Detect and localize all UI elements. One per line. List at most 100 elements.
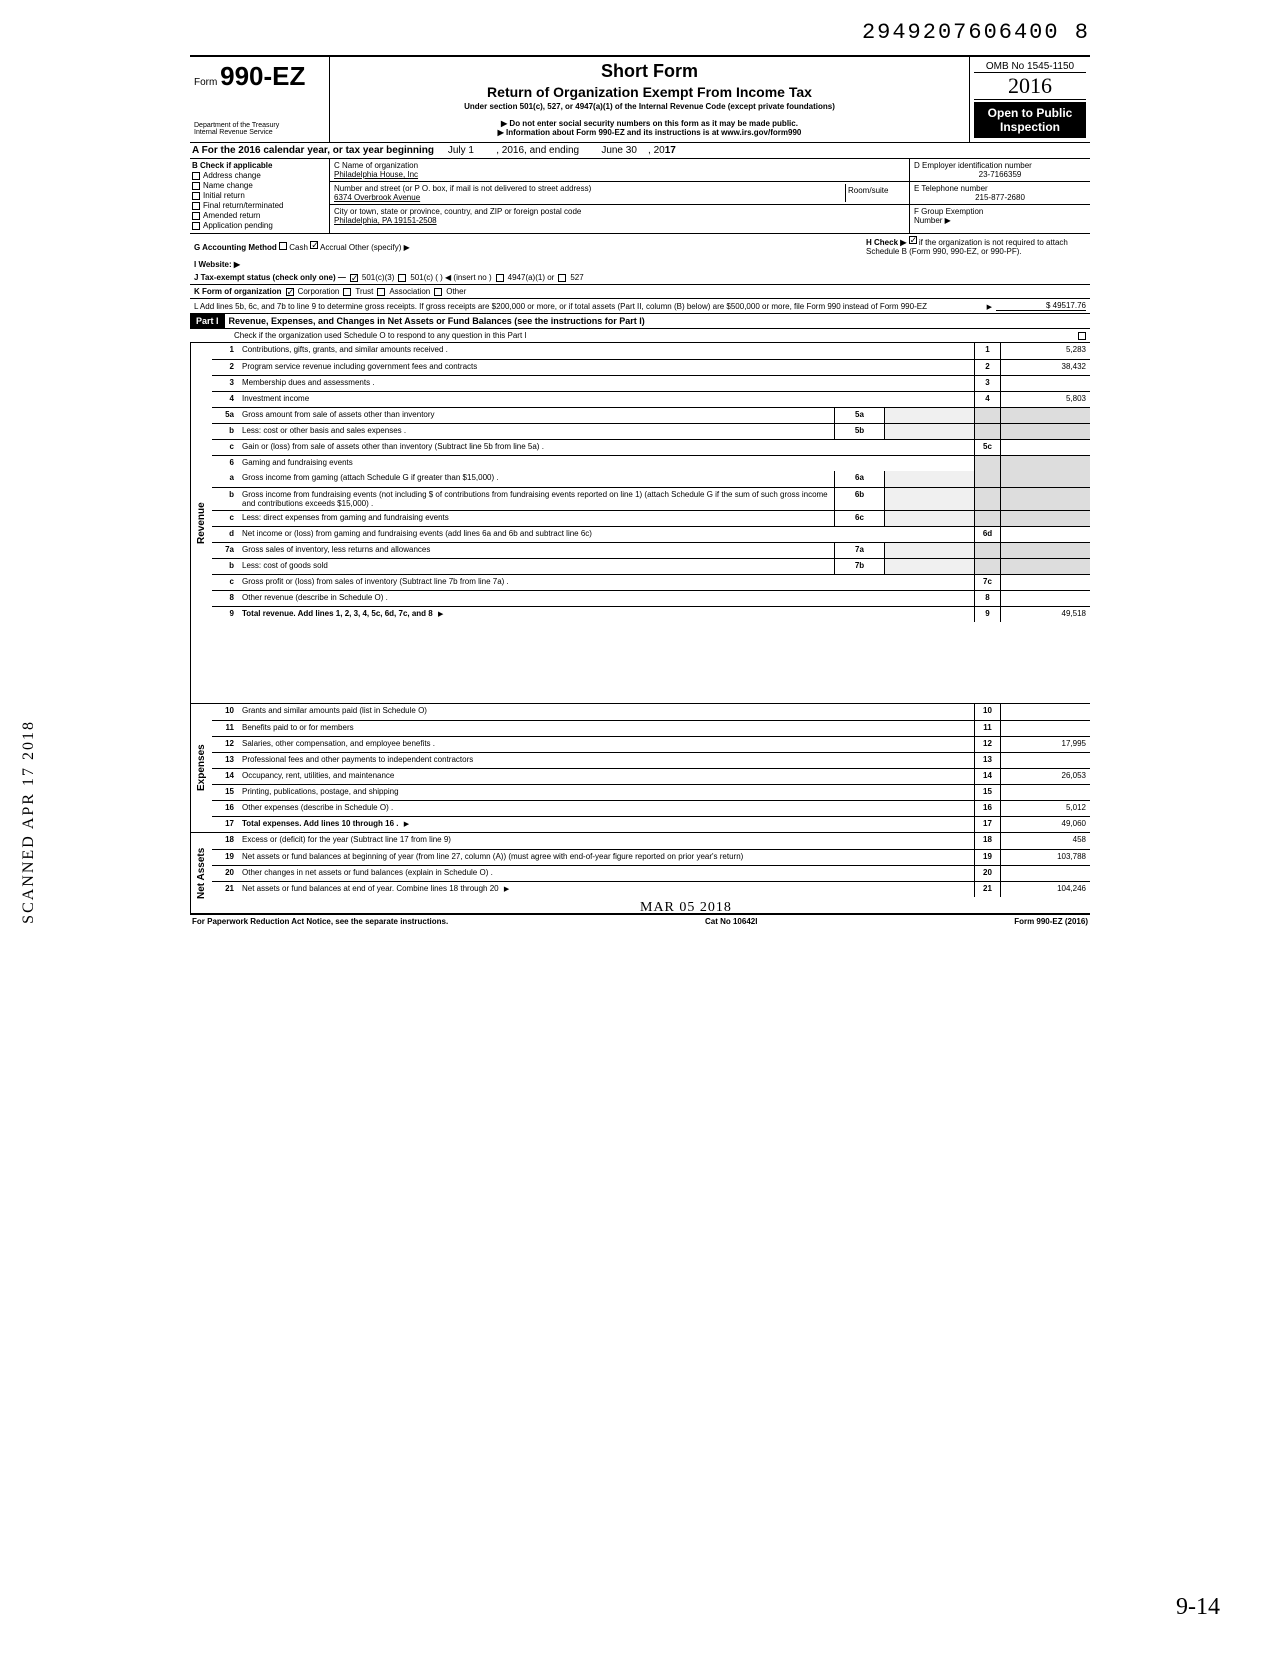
- box-d: D Employer identification number 23-7166…: [910, 159, 1090, 233]
- tax-year-end: June 30: [601, 145, 637, 156]
- tax-year-val: 17: [665, 145, 676, 156]
- line-20-value: [1000, 866, 1090, 881]
- chk-accrual[interactable]: [310, 241, 318, 249]
- arrow-icon: [984, 302, 992, 311]
- chk-amended[interactable]: Amended return: [192, 211, 327, 220]
- line-14-value: 26,053: [1000, 769, 1090, 784]
- omb-box: OMB No 1545-1150 2016 Open to Public Ins…: [970, 57, 1090, 142]
- line-12-value: 17,995: [1000, 737, 1090, 752]
- part-1-title: Revenue, Expenses, and Changes in Net As…: [225, 314, 649, 328]
- line-18-value: 458: [1000, 833, 1090, 849]
- form-main-title: Return of Organization Exempt From Incom…: [338, 84, 961, 100]
- line-16-desc: Other expenses (describe in Schedule O) …: [238, 801, 974, 816]
- chk-527[interactable]: [558, 274, 566, 282]
- line-21-value: 104,246: [1000, 882, 1090, 897]
- line-11-desc: Benefits paid to or for members: [238, 721, 974, 736]
- chk-cash[interactable]: [279, 242, 287, 250]
- form-number-box: Form 990-EZ Department of the Treasury I…: [190, 57, 330, 142]
- form-number: 990-EZ: [220, 61, 305, 91]
- line-4-value: 5,803: [1000, 392, 1090, 407]
- footer-mid: Cat No 10642I: [705, 917, 757, 926]
- box-b-title: B Check if applicable: [192, 161, 272, 170]
- line-8-value: [1000, 591, 1090, 606]
- omb-number: OMB No 1545-1150: [974, 61, 1086, 72]
- addr-label: Number and street (or P O. box, if mail …: [334, 184, 845, 193]
- line-8-desc: Other revenue (describe in Schedule O) .: [238, 591, 974, 606]
- org-name: Philadelphia House, Inc: [334, 170, 905, 179]
- line-l-label: L Add lines 5b, 6c, and 7b to line 9 to …: [194, 302, 980, 311]
- street-address: 6374 Overbrook Avenue: [334, 193, 845, 202]
- chk-name-change[interactable]: Name change: [192, 181, 327, 190]
- line-10-desc: Grants and similar amounts paid (list in…: [238, 704, 974, 720]
- part-1-label: Part I: [190, 314, 225, 328]
- received-date-stamp: MAR 05 2018: [640, 900, 732, 916]
- short-form-title: Short Form: [338, 61, 961, 82]
- line-19-desc: Net assets or fund balances at beginning…: [238, 850, 974, 865]
- line-11-value: [1000, 721, 1090, 736]
- line-14-desc: Occupancy, rent, utilities, and maintena…: [238, 769, 974, 784]
- chk-4947[interactable]: [496, 274, 504, 282]
- line-7c-value: [1000, 575, 1090, 590]
- box-c: C Name of organization Philadelphia Hous…: [330, 159, 910, 233]
- chk-schedule-b[interactable]: [909, 236, 917, 244]
- inspect-line2: Inspection: [978, 120, 1082, 134]
- line-6a-value: [884, 471, 974, 487]
- line-1-desc: Contributions, gifts, grants, and simila…: [238, 343, 974, 359]
- line-6-desc: Gaming and fundraising events: [238, 456, 974, 471]
- dept-treasury: Department of the Treasury: [194, 122, 325, 129]
- line-2-value: 38,432: [1000, 360, 1090, 375]
- footer-right: Form 990-EZ (2016): [1014, 917, 1088, 926]
- line-6d-value: [1000, 527, 1090, 542]
- line-3-value: [1000, 376, 1090, 391]
- chk-pending[interactable]: Application pending: [192, 221, 327, 230]
- line-a-label: A For the 2016 calendar year, or tax yea…: [192, 145, 434, 156]
- chk-address-change[interactable]: Address change: [192, 171, 327, 180]
- line-5c-desc: Gain or (loss) from sale of assets other…: [238, 440, 974, 455]
- line-16-value: 5,012: [1000, 801, 1090, 816]
- title-column: Short Form Return of Organization Exempt…: [330, 57, 970, 142]
- line-l: L Add lines 5b, 6c, and 7b to line 9 to …: [190, 298, 1090, 313]
- line-15-value: [1000, 785, 1090, 800]
- org-name-label: C Name of organization: [334, 161, 905, 170]
- ein-value: 23-7166359: [914, 170, 1086, 179]
- line-4-desc: Investment income: [238, 392, 974, 407]
- chk-other-org[interactable]: [434, 288, 442, 296]
- line-7a-value: [884, 543, 974, 558]
- line-18-desc: Excess or (deficit) for the year (Subtra…: [238, 833, 974, 849]
- expenses-section-label: Expenses: [190, 704, 212, 832]
- telephone-label: E Telephone number: [914, 184, 1086, 193]
- scanned-stamp: SCANNED APR 17 2018: [20, 720, 38, 924]
- chk-501c[interactable]: [398, 274, 406, 282]
- line-17-value: 49,060: [1000, 817, 1090, 832]
- telephone-value: 215-877-2680: [914, 193, 1086, 202]
- schedule-o-text: Check if the organization used Schedule …: [194, 331, 1074, 340]
- line-6d-desc: Net income or (loss) from gaming and fun…: [238, 527, 974, 542]
- chk-trust[interactable]: [343, 288, 351, 296]
- form-page: 2949207606400 8 Form 990-EZ Department o…: [190, 20, 1090, 928]
- footer-left: For Paperwork Reduction Act Notice, see …: [192, 917, 448, 926]
- line-7a-desc: Gross sales of inventory, less returns a…: [238, 543, 834, 558]
- chk-final-return[interactable]: Final return/terminated: [192, 201, 327, 210]
- line-7b-value: [884, 559, 974, 574]
- line-9-value: 49,518: [1000, 607, 1090, 622]
- ssn-warning: ▶ Do not enter social security numbers o…: [338, 119, 961, 128]
- line-g-h: G Accounting Method Cash Accrual Other (…: [190, 233, 1090, 258]
- room-suite-label: Room/suite: [845, 184, 905, 202]
- part-1-header: Part I Revenue, Expenses, and Changes in…: [190, 313, 1090, 328]
- chk-schedule-o[interactable]: [1078, 332, 1086, 340]
- ein-label: D Employer identification number: [914, 161, 1086, 170]
- inspect-line1: Open to Public: [978, 106, 1082, 120]
- chk-corporation[interactable]: [286, 288, 294, 296]
- info-link: ▶ Information about Form 990-EZ and its …: [338, 128, 961, 137]
- chk-initial-return[interactable]: Initial return: [192, 191, 327, 200]
- line-1-value: 5,283: [1000, 343, 1090, 359]
- line-6b-desc: Gross income from fundraising events (no…: [238, 488, 834, 510]
- document-id: 2949207606400 8: [190, 20, 1090, 45]
- line-i: I Website: ▶: [190, 258, 1090, 271]
- line-2-desc: Program service revenue including govern…: [238, 360, 974, 375]
- chk-association[interactable]: [377, 288, 385, 296]
- line-j: J Tax-exempt status (check only one) — 5…: [190, 271, 1090, 284]
- net-assets-section-label: Net Assets: [190, 833, 212, 913]
- line-13-value: [1000, 753, 1090, 768]
- chk-501c3[interactable]: [350, 274, 358, 282]
